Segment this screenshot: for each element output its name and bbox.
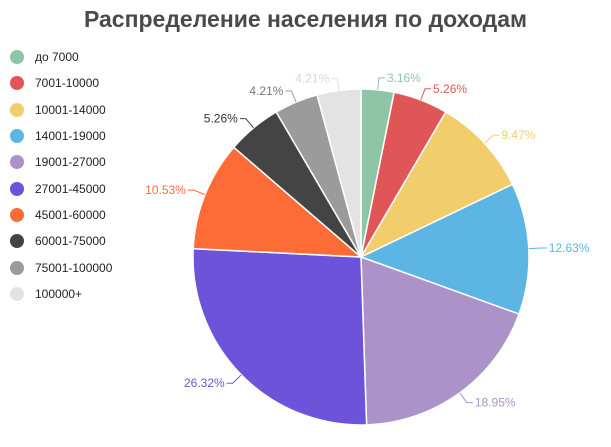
data-label: 4.21% — [249, 84, 283, 98]
leader-line — [187, 189, 206, 196]
legend-item[interactable]: 27001-45000 — [10, 175, 112, 201]
legend-label: 19001-27000 — [35, 155, 106, 170]
pie-slice[interactable] — [192, 247, 368, 426]
leader-line — [239, 118, 254, 129]
legend-item[interactable]: 60001-75000 — [10, 228, 112, 254]
data-label: 26.32% — [184, 376, 225, 390]
legend-label: 27001-45000 — [35, 181, 106, 196]
legend-label: 100000+ — [35, 286, 83, 301]
legend-swatch — [10, 234, 24, 249]
legend-swatch — [10, 207, 24, 222]
chart-title: Распределение населения по доходам — [83, 6, 528, 32]
leader-line — [377, 77, 385, 90]
leader-line — [226, 374, 242, 384]
leader-line — [331, 78, 340, 91]
data-label: 9.47% — [501, 128, 535, 142]
legend-label: 14001-19000 — [35, 129, 106, 144]
leader-line — [484, 134, 500, 144]
legend-item[interactable]: 75001-100000 — [10, 254, 112, 280]
legend-item[interactable]: 19001-27000 — [10, 149, 112, 175]
data-label: 5.26% — [433, 82, 467, 96]
legend-label: до 7000 — [35, 50, 79, 65]
pie-slice[interactable] — [359, 183, 530, 316]
legend-swatch — [10, 102, 24, 117]
data-label: 10.53% — [145, 183, 186, 197]
pie-slice[interactable] — [192, 146, 364, 258]
legend-item[interactable]: 10001-14000 — [10, 97, 112, 123]
legend-item[interactable]: 14001-19000 — [10, 123, 112, 149]
legend-swatch — [10, 129, 24, 144]
data-label: 4.21% — [295, 72, 329, 86]
legend-swatch — [10, 260, 24, 275]
leader-line — [459, 392, 473, 404]
legend-item[interactable]: 45001-60000 — [10, 202, 112, 228]
legend-label: 75001-100000 — [35, 260, 113, 275]
pie-slice[interactable] — [360, 255, 520, 426]
legend-swatch — [10, 76, 24, 91]
leader-line — [285, 90, 297, 103]
data-label: 12.63% — [549, 241, 590, 255]
data-label: 5.26% — [204, 112, 238, 126]
leader-line — [420, 88, 432, 101]
legend-swatch — [10, 50, 24, 65]
legend-item[interactable]: 100000+ — [10, 281, 112, 307]
legend-label: 45001-60000 — [35, 207, 106, 222]
leader-line — [528, 247, 547, 250]
legend-item[interactable]: 7001-10000 — [10, 70, 112, 96]
legend-label: 60001-75000 — [35, 234, 106, 249]
legend-label: 7001-10000 — [35, 76, 100, 91]
legend-swatch — [10, 181, 24, 196]
legend-item[interactable]: до 7000 — [10, 44, 112, 70]
legend-swatch — [10, 286, 24, 301]
legend-swatch — [10, 155, 24, 170]
legend-label: 10001-14000 — [35, 102, 106, 117]
data-label: 18.95% — [475, 396, 516, 410]
data-label: 3.16% — [387, 71, 421, 85]
chart-legend: до 7000 7001-10000 10001-14000 14001-19000 1… — [10, 44, 112, 307]
pie-slice[interactable] — [316, 88, 362, 258]
